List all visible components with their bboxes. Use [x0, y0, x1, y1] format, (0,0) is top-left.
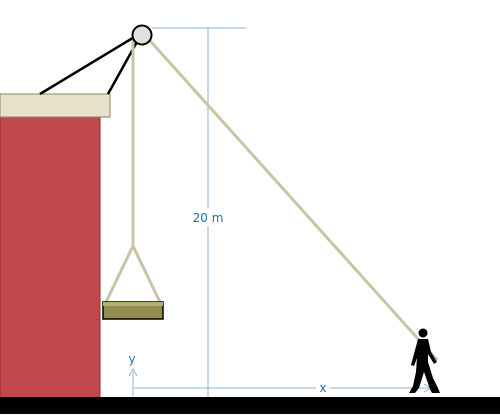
rope-diagonal: [142, 32, 439, 362]
y-label: y: [128, 352, 135, 366]
height-label: 20 m: [193, 211, 224, 225]
pulley: [131, 24, 153, 46]
support-strut-left: [39, 34, 137, 96]
ground: [0, 397, 500, 414]
platform-top: [103, 302, 163, 306]
y-arrow-head: [128, 367, 138, 377]
rope-bridle-left: [104, 245, 135, 303]
rope-bridle-right: [131, 245, 162, 303]
building: [0, 115, 101, 401]
x-label: x: [319, 381, 326, 395]
roof-ledge: [0, 93, 111, 118]
height-label-bg: [186, 208, 230, 226]
x-label-bg: [316, 380, 330, 396]
person-silhouette: [409, 328, 440, 393]
